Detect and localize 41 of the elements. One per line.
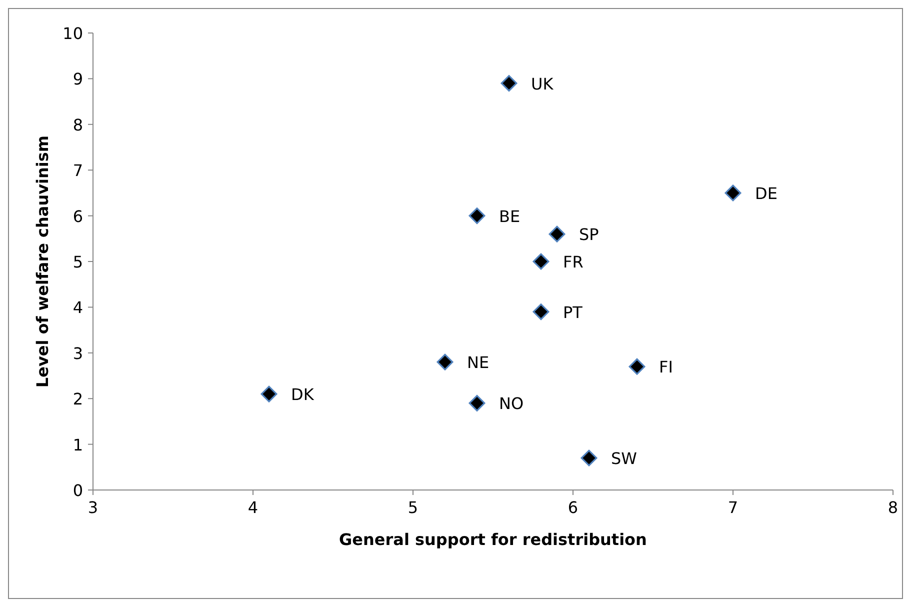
y-tick-label: 2 bbox=[72, 390, 83, 409]
point bbox=[580, 450, 598, 466]
annotation: SW bbox=[611, 449, 638, 468]
y-tick-label: 3 bbox=[72, 344, 83, 363]
annotation: NE bbox=[467, 353, 490, 372]
annotation: FR bbox=[563, 252, 584, 272]
point bbox=[548, 226, 566, 242]
y-tick-label: 9 bbox=[72, 70, 83, 89]
x-tick-label: 6 bbox=[568, 498, 578, 517]
y-tick-label: 0 bbox=[72, 481, 83, 500]
annotation: UK bbox=[531, 74, 554, 94]
y-tick-label: 1 bbox=[72, 435, 83, 454]
annotation: FI bbox=[659, 358, 673, 377]
annotation: PT bbox=[563, 302, 583, 322]
point bbox=[532, 253, 550, 270]
point bbox=[468, 208, 486, 224]
point bbox=[468, 394, 486, 412]
point bbox=[532, 304, 550, 320]
y-tick-label: 7 bbox=[72, 161, 83, 180]
point bbox=[436, 354, 454, 370]
y-tick-label: 4 bbox=[72, 298, 83, 318]
annotation: BE bbox=[499, 206, 520, 226]
y-tick-label: 5 bbox=[72, 252, 83, 272]
y-axis-title: Level of welfare chauvinism bbox=[33, 135, 52, 388]
x-tick-label: 7 bbox=[728, 498, 738, 517]
x-tick-label: 5 bbox=[408, 498, 418, 517]
annotation: SP bbox=[579, 225, 600, 244]
x-axis-title: General support for redistribution bbox=[339, 530, 647, 549]
point bbox=[628, 358, 646, 375]
point bbox=[260, 386, 278, 402]
x-tick-label: 4 bbox=[248, 498, 258, 517]
annotation: DK bbox=[291, 385, 314, 404]
point bbox=[500, 75, 518, 92]
annotation: NO bbox=[499, 394, 524, 414]
y-tick-label: 6 bbox=[72, 206, 83, 226]
x-tick-label: 3 bbox=[88, 498, 98, 517]
annotation: DE bbox=[755, 184, 778, 203]
y-tick-label: 10 bbox=[62, 24, 83, 43]
point bbox=[724, 184, 742, 202]
y-tick-label: 8 bbox=[72, 115, 83, 134]
x-tick-label: 8 bbox=[888, 498, 898, 517]
